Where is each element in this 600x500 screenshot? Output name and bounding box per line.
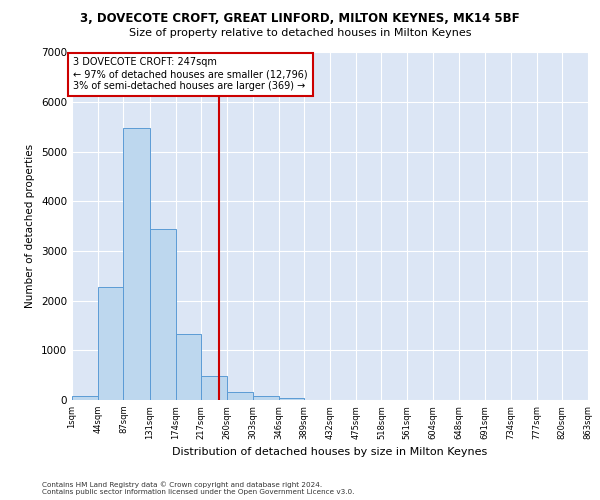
Bar <box>124 128 150 400</box>
Bar <box>253 396 278 400</box>
Y-axis label: Number of detached properties: Number of detached properties <box>25 144 35 308</box>
Bar <box>150 228 176 400</box>
Bar <box>278 398 304 400</box>
Bar <box>201 376 227 400</box>
Text: Contains HM Land Registry data © Crown copyright and database right 2024.
Contai: Contains HM Land Registry data © Crown c… <box>42 482 355 495</box>
Text: 3 DOVECOTE CROFT: 247sqm
← 97% of detached houses are smaller (12,796)
3% of sem: 3 DOVECOTE CROFT: 247sqm ← 97% of detach… <box>73 58 308 90</box>
X-axis label: Distribution of detached houses by size in Milton Keynes: Distribution of detached houses by size … <box>172 447 488 457</box>
Bar <box>98 287 124 400</box>
Bar <box>176 334 201 400</box>
Bar <box>72 396 98 400</box>
Text: Size of property relative to detached houses in Milton Keynes: Size of property relative to detached ho… <box>129 28 471 38</box>
Bar <box>227 392 253 400</box>
Text: 3, DOVECOTE CROFT, GREAT LINFORD, MILTON KEYNES, MK14 5BF: 3, DOVECOTE CROFT, GREAT LINFORD, MILTON… <box>80 12 520 26</box>
